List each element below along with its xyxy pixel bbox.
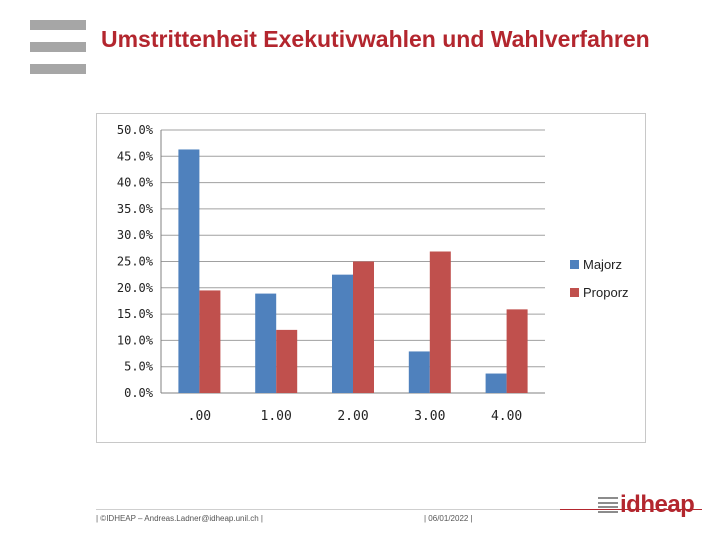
footer-divider-accent bbox=[560, 509, 702, 510]
footer-divider bbox=[96, 509, 702, 510]
y-tick-label: 45.0% bbox=[117, 149, 154, 163]
footer-copyright: | ©IDHEAP – Andreas.Ladner@idheap.unil.c… bbox=[96, 514, 264, 523]
y-tick-label: 15.0% bbox=[117, 307, 154, 321]
y-tick-label: 0.0% bbox=[124, 386, 154, 400]
bar-majorz bbox=[332, 274, 353, 393]
bar-majorz bbox=[485, 373, 507, 393]
bar-proporz bbox=[353, 261, 374, 393]
y-tick-label: 10.0% bbox=[117, 333, 154, 347]
x-tick-label: 1.00 bbox=[261, 409, 292, 424]
bars bbox=[178, 149, 528, 393]
y-tick-label: 40.0% bbox=[117, 176, 154, 190]
gridlines bbox=[160, 129, 545, 394]
footer-date: | 06/01/2022 | bbox=[424, 514, 473, 523]
y-axis-ticks: 0.0% 5.0% 10.0% 15.0% 20.0% 25.0% 30.0% 35.0% 40… bbox=[117, 123, 154, 400]
logo-lines-icon bbox=[598, 497, 618, 513]
y-tick-label: 35.0% bbox=[117, 202, 154, 216]
y-tick-label: 5.0% bbox=[124, 360, 154, 374]
bar-proporz bbox=[506, 309, 528, 393]
x-tick-label: 4.00 bbox=[491, 409, 522, 424]
y-tick-label: 50.0% bbox=[117, 123, 154, 137]
y-tick-label: 20.0% bbox=[117, 281, 154, 295]
idheap-logo: idheap bbox=[598, 489, 695, 521]
legend-label-proporz: Proporz bbox=[583, 285, 629, 300]
y-tick-label: 30.0% bbox=[117, 228, 154, 242]
bar-majorz bbox=[255, 293, 277, 393]
x-tick-label: .00 bbox=[188, 409, 211, 424]
bar-majorz bbox=[178, 149, 200, 393]
legend-label-majorz: Majorz bbox=[583, 257, 622, 272]
legend-swatch-majorz bbox=[570, 260, 579, 269]
page-title: Umstrittenheit Exekutivwahlen und Wahlve… bbox=[101, 26, 650, 52]
bar-proporz bbox=[429, 251, 451, 393]
logo-text: idheap bbox=[620, 491, 695, 518]
x-tick-label: 2.00 bbox=[337, 409, 368, 424]
legend-swatch-proporz bbox=[570, 288, 579, 297]
bar-proporz bbox=[199, 290, 221, 393]
menu-bars-icon bbox=[30, 20, 86, 76]
bar-chart: 0.0% 5.0% 10.0% 15.0% 20.0% 25.0% 30.0% 35.0% 40… bbox=[117, 123, 629, 424]
y-tick-label: 25.0% bbox=[117, 255, 154, 269]
x-tick-label: 3.00 bbox=[414, 409, 445, 424]
bar-proporz bbox=[276, 329, 298, 393]
bar-majorz bbox=[408, 351, 430, 393]
x-axis-ticks: .00 1.00 2.00 3.00 4.00 bbox=[188, 409, 523, 424]
legend: Majorz Proporz bbox=[570, 257, 629, 300]
